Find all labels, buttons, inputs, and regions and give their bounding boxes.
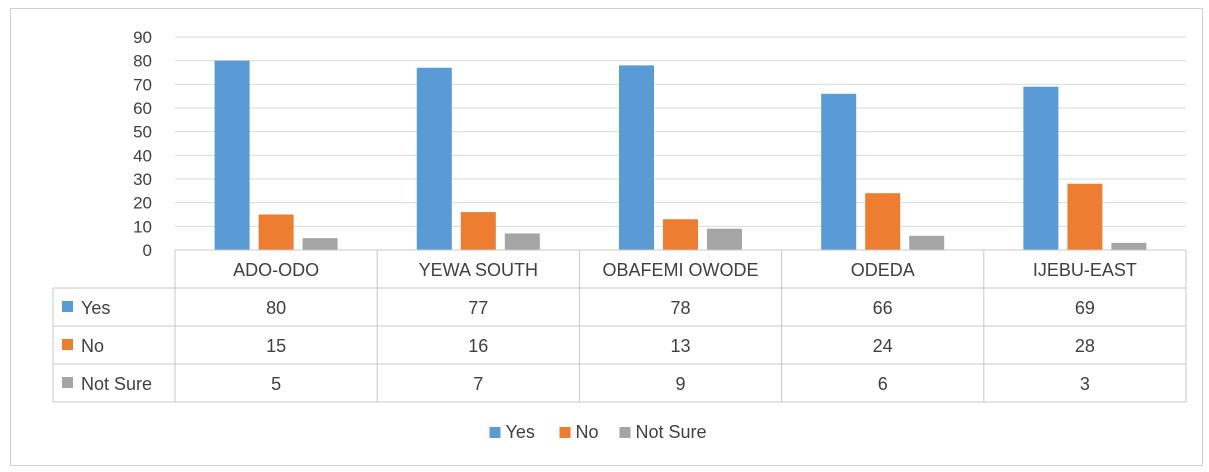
data-table-value: 80 <box>266 298 286 318</box>
series-key-swatch <box>62 377 73 388</box>
legend-entry: No <box>576 422 599 442</box>
y-tick-label: 30 <box>133 170 152 189</box>
category-label: YEWA SOUTH <box>419 260 538 280</box>
category-label: OBAFEMI OWODE <box>602 260 758 280</box>
bar <box>258 214 294 250</box>
data-table-value: 77 <box>468 298 488 318</box>
bar <box>1111 242 1147 250</box>
legend-entry: Not Sure <box>636 422 707 442</box>
bar <box>302 238 338 250</box>
y-tick-label: 40 <box>133 146 152 165</box>
data-table-value: 24 <box>873 336 893 356</box>
data-table-value: 9 <box>675 374 685 394</box>
legend-swatch <box>489 427 501 438</box>
data-table-value: 3 <box>1080 374 1090 394</box>
data-table-value: 6 <box>878 374 888 394</box>
series-key-swatch <box>62 301 73 312</box>
data-table-value: 78 <box>670 298 690 318</box>
bar <box>214 60 250 250</box>
bar <box>821 93 857 250</box>
y-tick-label: 60 <box>133 99 152 118</box>
y-tick-label: 10 <box>133 217 152 236</box>
bar <box>909 235 945 250</box>
series-key-swatch <box>62 339 73 350</box>
legend-entry: Yes <box>506 422 535 442</box>
series-label: No <box>81 336 104 356</box>
bar <box>1023 86 1059 250</box>
legend-swatch <box>619 427 631 438</box>
bar <box>707 228 742 250</box>
data-table-value: 16 <box>468 336 488 356</box>
bar <box>504 233 540 250</box>
data-table: ADO-ODO YEWA SOUTH OBAFEMI OWODE ODEDA IJEBU… <box>52 249 1187 403</box>
y-tick-label: 50 <box>133 123 152 142</box>
data-table-value: 15 <box>266 336 286 356</box>
category-label: ADO-ODO <box>233 260 319 280</box>
bar <box>416 67 452 251</box>
legend-swatch <box>559 427 571 438</box>
bars <box>214 60 1147 251</box>
y-tick-label: 80 <box>133 52 152 71</box>
data-table-value: 66 <box>873 298 893 318</box>
legend: Yes No Not Sure <box>489 422 707 442</box>
data-table-value: 28 <box>1075 336 1095 356</box>
bar <box>663 219 698 250</box>
data-table-value: 5 <box>271 374 281 394</box>
bar <box>1067 183 1103 250</box>
data-table-value: 69 <box>1075 298 1095 318</box>
bar <box>460 212 496 250</box>
bar <box>619 65 654 251</box>
y-axis-tick-labels: 0 10 20 30 40 50 60 70 80 90 <box>133 28 152 260</box>
series-label: Not Sure <box>81 374 152 394</box>
y-tick-label: 70 <box>133 75 152 94</box>
data-table-value: 7 <box>473 374 483 394</box>
bar <box>865 193 901 250</box>
y-tick-label: 0 <box>143 241 152 260</box>
category-label: ODEDA <box>851 260 915 280</box>
series-label: Yes <box>81 298 110 318</box>
y-tick-label: 20 <box>133 194 152 213</box>
data-table-value: 13 <box>670 336 690 356</box>
category-label: IJEBU-EAST <box>1033 260 1137 280</box>
y-tick-label: 90 <box>133 28 152 47</box>
